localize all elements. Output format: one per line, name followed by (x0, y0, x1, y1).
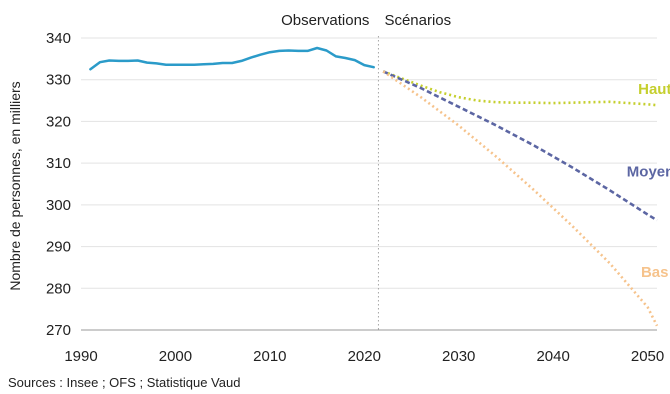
observations-header: Observations (281, 12, 369, 29)
series-line-haut (382, 70, 658, 107)
x-tick-label: 2020 (348, 348, 381, 365)
x-tick-label: 2010 (253, 348, 286, 365)
y-tick-label: 330 (46, 72, 71, 89)
x-tick-label: 2000 (159, 348, 192, 365)
x-tick-label: 1990 (64, 348, 97, 365)
y-tick-labels: 270 280 290 300 310 320 330 340 (46, 30, 71, 339)
y-tick-label: 340 (46, 30, 71, 47)
source-note: Sources : Insee ; OFS ; Statistique Vaud (8, 375, 240, 390)
scenarios-header: Scénarios (384, 12, 451, 29)
y-axis-label: Nombre de personnes, en milliers (7, 81, 23, 290)
y-tick-label: 280 (46, 280, 71, 297)
x-tick-label: 2050 (631, 348, 664, 365)
series-label-bas: Bas (641, 264, 669, 281)
series-label-moyen: Moyen (627, 163, 670, 180)
series-lines (89, 46, 659, 327)
y-tick-label: 290 (46, 239, 71, 256)
series-line-observations (89, 46, 375, 71)
y-tick-label: 270 (46, 322, 71, 339)
y-tick-label: 320 (46, 113, 71, 130)
series-line-moyen (382, 70, 658, 222)
y-tick-label: 310 (46, 155, 71, 172)
series-line-bas (382, 70, 659, 327)
series-label-haut: Haut (638, 81, 670, 98)
x-tick-label: 2030 (442, 348, 475, 365)
x-tick-label: 2040 (536, 348, 569, 365)
gridlines (81, 37, 657, 289)
series-labels: Haut Moyen Bas (627, 81, 670, 281)
y-tick-label: 300 (46, 197, 71, 214)
x-tick-labels: 1990 2000 2010 2020 2030 2040 2050 (64, 348, 664, 365)
